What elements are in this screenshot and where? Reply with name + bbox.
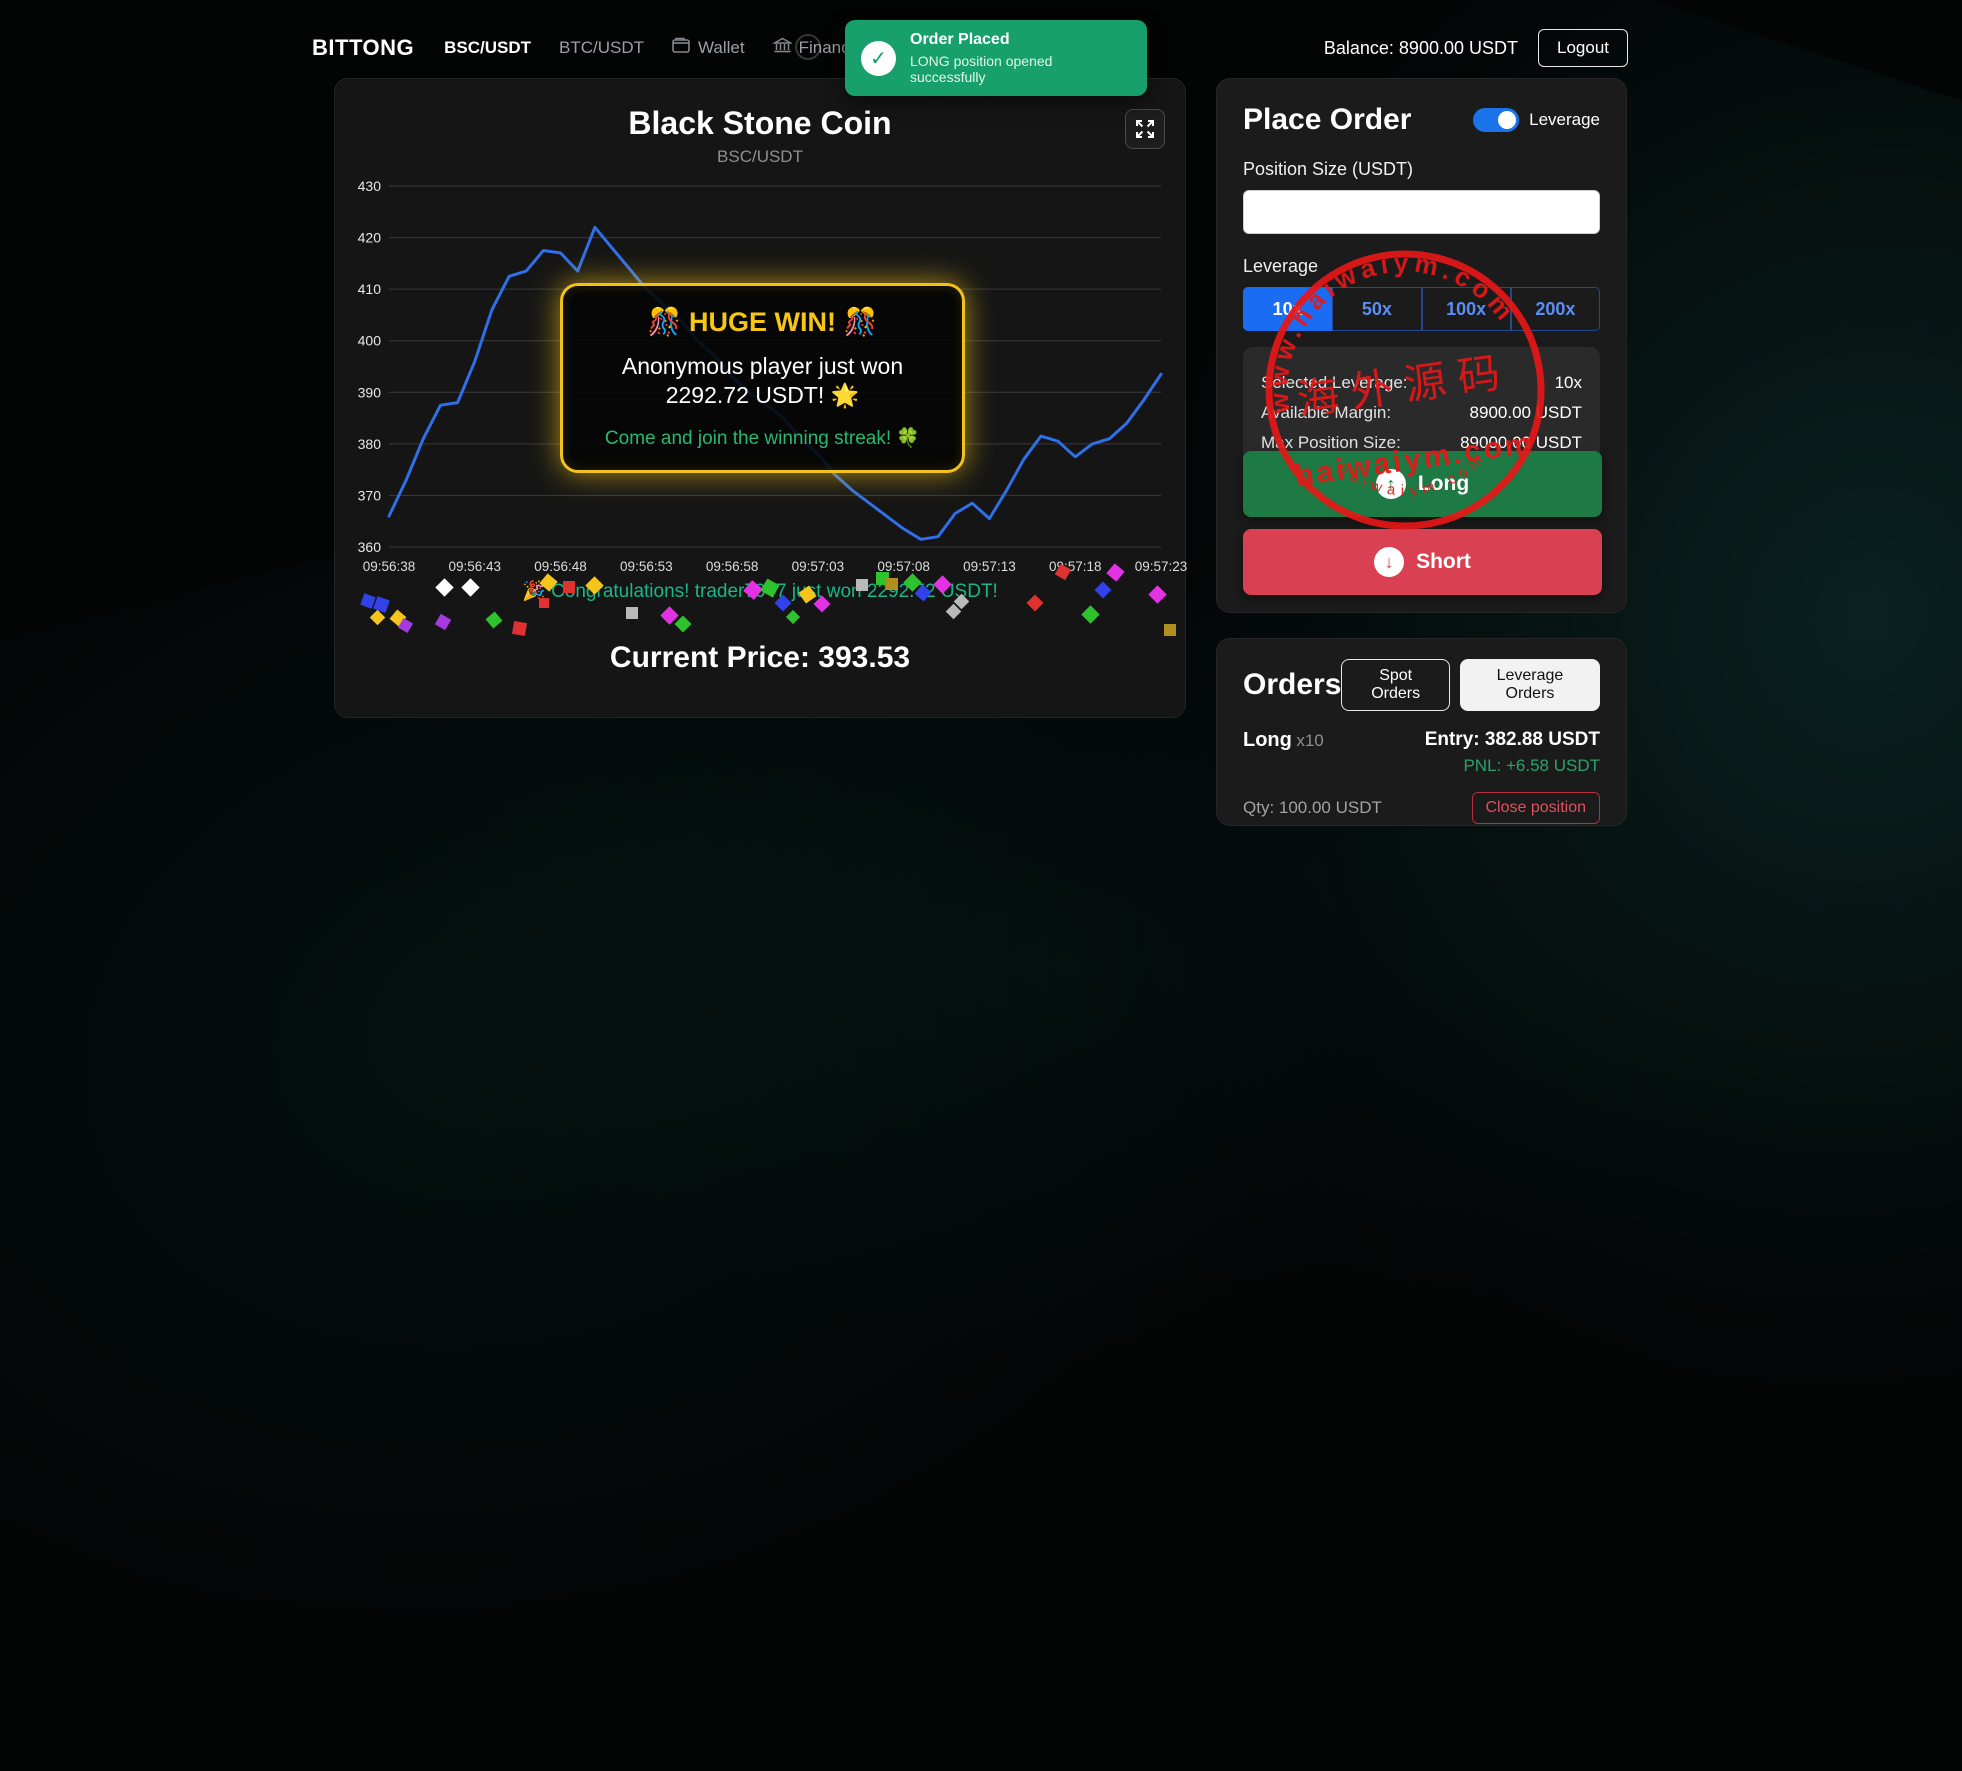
x-axis-tick-label: 09:56:53 — [620, 559, 673, 574]
huge-win-message: Anonymous player just won 2292.72 USDT! … — [589, 352, 936, 410]
position-size-label: Position Size (USDT) — [1243, 159, 1600, 180]
y-axis-tick-label: 370 — [358, 487, 382, 503]
leverage-option-50x[interactable]: 50x — [1332, 287, 1421, 331]
leverage-option-100x[interactable]: 100x — [1422, 287, 1511, 331]
x-axis-tick-label: 09:56:48 — [534, 559, 587, 574]
balance-label: Balance: 8900.00 USDT — [1324, 38, 1518, 59]
y-axis-tick-label: 400 — [358, 333, 382, 349]
info-value: 10x — [1555, 373, 1582, 393]
leverage-toggle[interactable] — [1473, 108, 1519, 132]
nav-item-btc-usdt[interactable]: BTC/USDT — [559, 38, 644, 58]
place-order-panel: Place Order Leverage Position Size (USDT… — [1216, 78, 1627, 613]
info-value: 89000.00 USDT — [1460, 433, 1582, 453]
huge-win-cta: Come and join the winning streak! 🍀 — [605, 426, 920, 450]
logout-button[interactable]: Logout — [1538, 29, 1628, 67]
y-axis-tick-label: 360 — [358, 539, 382, 555]
leverage-toggle-label: Leverage — [1529, 110, 1600, 130]
leverage-info-row: Selected Leverage: 10x — [1261, 373, 1582, 393]
leverage-info-row: Max Position Size: 89000.00 USDT — [1261, 433, 1582, 453]
x-axis-tick-label: 09:57:08 — [877, 559, 930, 574]
toggle-knob — [1498, 111, 1516, 129]
x-axis-tick-label: 09:56:43 — [448, 559, 501, 574]
congratulations-ticker: 🎉 Congratulations! trader7047 just won 2… — [335, 579, 1185, 603]
long-button[interactable]: ↑ Long — [1243, 451, 1602, 517]
leverage-info-row: Available Margin: 8900.00 USDT — [1261, 403, 1582, 423]
x-axis-tick-label: 09:56:38 — [363, 559, 416, 574]
info-label: Available Margin: — [1261, 403, 1391, 423]
order-side-label: Long — [1243, 729, 1292, 751]
wallet-icon — [672, 37, 691, 59]
brand-logo[interactable]: BITTONG — [312, 35, 414, 61]
orders-title: Orders — [1243, 668, 1341, 702]
arrow-up-icon: ↑ — [1376, 469, 1406, 499]
y-axis-tick-label: 420 — [358, 230, 382, 246]
check-icon: ✓ — [861, 41, 896, 76]
y-axis-tick-label: 390 — [358, 384, 382, 400]
toast-title: Order Placed — [910, 31, 1131, 49]
position-size-input[interactable] — [1243, 190, 1600, 234]
x-axis-tick-label: 09:57:03 — [792, 559, 845, 574]
leverage-option-200x[interactable]: 200x — [1511, 287, 1600, 331]
nav-item-wallet[interactable]: Wallet — [672, 37, 745, 59]
tab-leverage-orders[interactable]: Leverage Orders — [1460, 659, 1600, 711]
current-price-label: Current Price: 393.53 — [335, 641, 1185, 675]
x-axis-tick-label: 09:57:18 — [1049, 559, 1102, 574]
arrow-down-icon: ↓ — [1374, 547, 1404, 577]
leverage-option-10x[interactable]: 10x — [1243, 287, 1332, 331]
order-row: Long x10 Entry: 382.88 USDT PNL: +6.58 U… — [1243, 729, 1600, 776]
info-label: Max Position Size: — [1261, 433, 1401, 453]
order-qty-label: Qty: 100.00 USDT — [1243, 798, 1382, 818]
info-label: Selected Leverage: — [1261, 373, 1408, 393]
x-axis-tick-label: 09:57:23 — [1135, 559, 1187, 574]
nav-item-label: BTC/USDT — [559, 38, 644, 58]
x-axis-tick-label: 09:57:13 — [963, 559, 1016, 574]
huge-win-popup: 🎊 HUGE WIN! 🎊 Anonymous player just won … — [560, 283, 965, 473]
huge-win-title: 🎊 HUGE WIN! 🎊 — [648, 306, 877, 338]
order-placed-toast: ✓ Order Placed LONG position opened succ… — [845, 20, 1147, 96]
long-button-label: Long — [1418, 472, 1469, 496]
toast-message: LONG position opened successfully — [910, 53, 1131, 85]
short-button[interactable]: ↓ Short — [1243, 529, 1602, 595]
nav-item-label: Wallet — [698, 38, 745, 58]
nav-item-label: BSC/USDT — [444, 38, 531, 58]
place-order-title: Place Order — [1243, 103, 1411, 137]
y-axis-tick-label: 410 — [358, 281, 382, 297]
leverage-section-label: Leverage — [1243, 256, 1600, 277]
order-pnl-label: PNL: +6.58 USDT — [1425, 756, 1600, 776]
info-value: 8900.00 USDT — [1470, 403, 1582, 423]
tab-spot-orders[interactable]: Spot Orders — [1341, 659, 1450, 711]
x-axis-tick-label: 09:56:58 — [706, 559, 759, 574]
order-leverage-label: x10 — [1296, 731, 1323, 750]
nav-item-bsc-usdt[interactable]: BSC/USDT — [444, 38, 531, 58]
short-button-label: Short — [1416, 550, 1471, 574]
y-axis-tick-label: 380 — [358, 436, 382, 452]
bank-icon — [773, 37, 792, 59]
close-position-button[interactable]: Close position — [1472, 792, 1601, 824]
y-axis-tick-label: 430 — [358, 178, 382, 194]
order-entry-label: Entry: 382.88 USDT — [1425, 729, 1600, 751]
